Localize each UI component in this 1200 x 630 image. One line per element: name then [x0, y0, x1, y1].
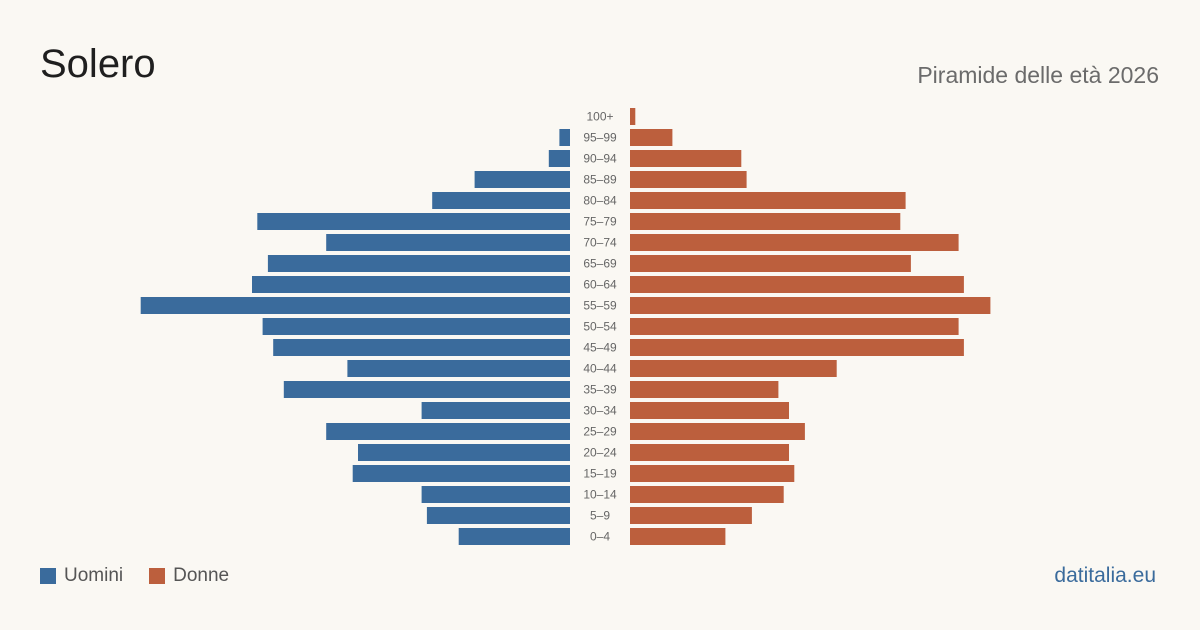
age-label-65-69: 65–69 [583, 257, 617, 271]
bar-men-70-74 [326, 234, 570, 251]
chart-title: Solero [40, 42, 156, 86]
bar-women-40-44 [630, 360, 837, 377]
bar-women-100plus [630, 108, 636, 125]
age-label-45-49: 45–49 [583, 341, 617, 355]
bar-women-55-59 [630, 297, 991, 314]
bar-men-80-84 [432, 192, 570, 209]
bar-men-95-99 [559, 129, 570, 146]
bar-men-0-4 [458, 528, 570, 545]
age-label-90-94: 90–94 [583, 152, 617, 166]
bar-men-55-59 [140, 297, 570, 314]
bar-men-35-39 [283, 381, 570, 398]
bar-men-90-94 [548, 150, 570, 167]
age-label-75-79: 75–79 [583, 215, 617, 229]
age-label-5-9: 5–9 [590, 509, 610, 523]
bar-men-50-54 [262, 318, 570, 335]
legend-item-men: Uomini [40, 565, 123, 587]
chart-subtitle: Piramide delle età 2026 [917, 62, 1159, 88]
bar-men-45-49 [273, 339, 570, 356]
bar-women-80-84 [630, 192, 906, 209]
bar-men-15-19 [352, 465, 570, 482]
bar-women-95-99 [630, 129, 673, 146]
bar-men-65-69 [267, 255, 570, 272]
bar-women-20-24 [630, 444, 789, 461]
bar-women-75-79 [630, 213, 901, 230]
age-label-95-99: 95–99 [583, 131, 617, 145]
bar-women-90-94 [630, 150, 742, 167]
bar-men-60-64 [252, 276, 570, 293]
age-label-30-34: 30–34 [583, 404, 617, 418]
age-label-55-59: 55–59 [583, 299, 617, 313]
bar-women-45-49 [630, 339, 964, 356]
bar-women-85-89 [630, 171, 747, 188]
bar-women-70-74 [630, 234, 959, 251]
bar-women-0-4 [630, 528, 726, 545]
brand-link[interactable]: datitalia.eu [1054, 564, 1156, 587]
age-label-60-64: 60–64 [583, 278, 617, 292]
bar-women-65-69 [630, 255, 911, 272]
age-label-15-19: 15–19 [583, 467, 617, 481]
legend-swatch-women [149, 568, 166, 584]
bar-men-20-24 [358, 444, 570, 461]
age-label-100plus: 100+ [586, 110, 613, 124]
bar-men-25-29 [326, 423, 570, 440]
chart-legend: Uomini Donne [40, 565, 255, 587]
bar-men-30-34 [421, 402, 570, 419]
age-label-70-74: 70–74 [583, 236, 617, 250]
age-label-35-39: 35–39 [583, 383, 617, 397]
age-label-10-14: 10–14 [583, 488, 617, 502]
bar-women-5-9 [630, 507, 752, 524]
legend-label-men: Uomini [64, 565, 124, 586]
age-label-50-54: 50–54 [583, 320, 617, 334]
bar-men-40-44 [347, 360, 570, 377]
bar-women-15-19 [630, 465, 795, 482]
bar-men-5-9 [426, 507, 570, 524]
age-label-85-89: 85–89 [583, 173, 617, 187]
legend-swatch-men [40, 568, 56, 584]
age-label-25-29: 25–29 [583, 425, 617, 439]
bar-women-35-39 [630, 381, 779, 398]
bar-men-10-14 [421, 486, 570, 503]
bar-men-75-79 [257, 213, 570, 230]
age-label-20-24: 20–24 [583, 446, 617, 460]
bar-women-10-14 [630, 486, 784, 503]
bar-women-50-54 [630, 318, 959, 335]
age-label-0-4: 0–4 [590, 530, 610, 544]
bar-men-85-89 [474, 171, 570, 188]
bar-women-60-64 [630, 276, 964, 293]
legend-item-women: Donne [149, 565, 229, 587]
age-label-40-44: 40–44 [583, 362, 617, 376]
bar-women-25-29 [630, 423, 805, 440]
bar-women-30-34 [630, 402, 789, 419]
age-label-80-84: 80–84 [583, 194, 617, 208]
legend-label-women: Donne [173, 565, 230, 586]
